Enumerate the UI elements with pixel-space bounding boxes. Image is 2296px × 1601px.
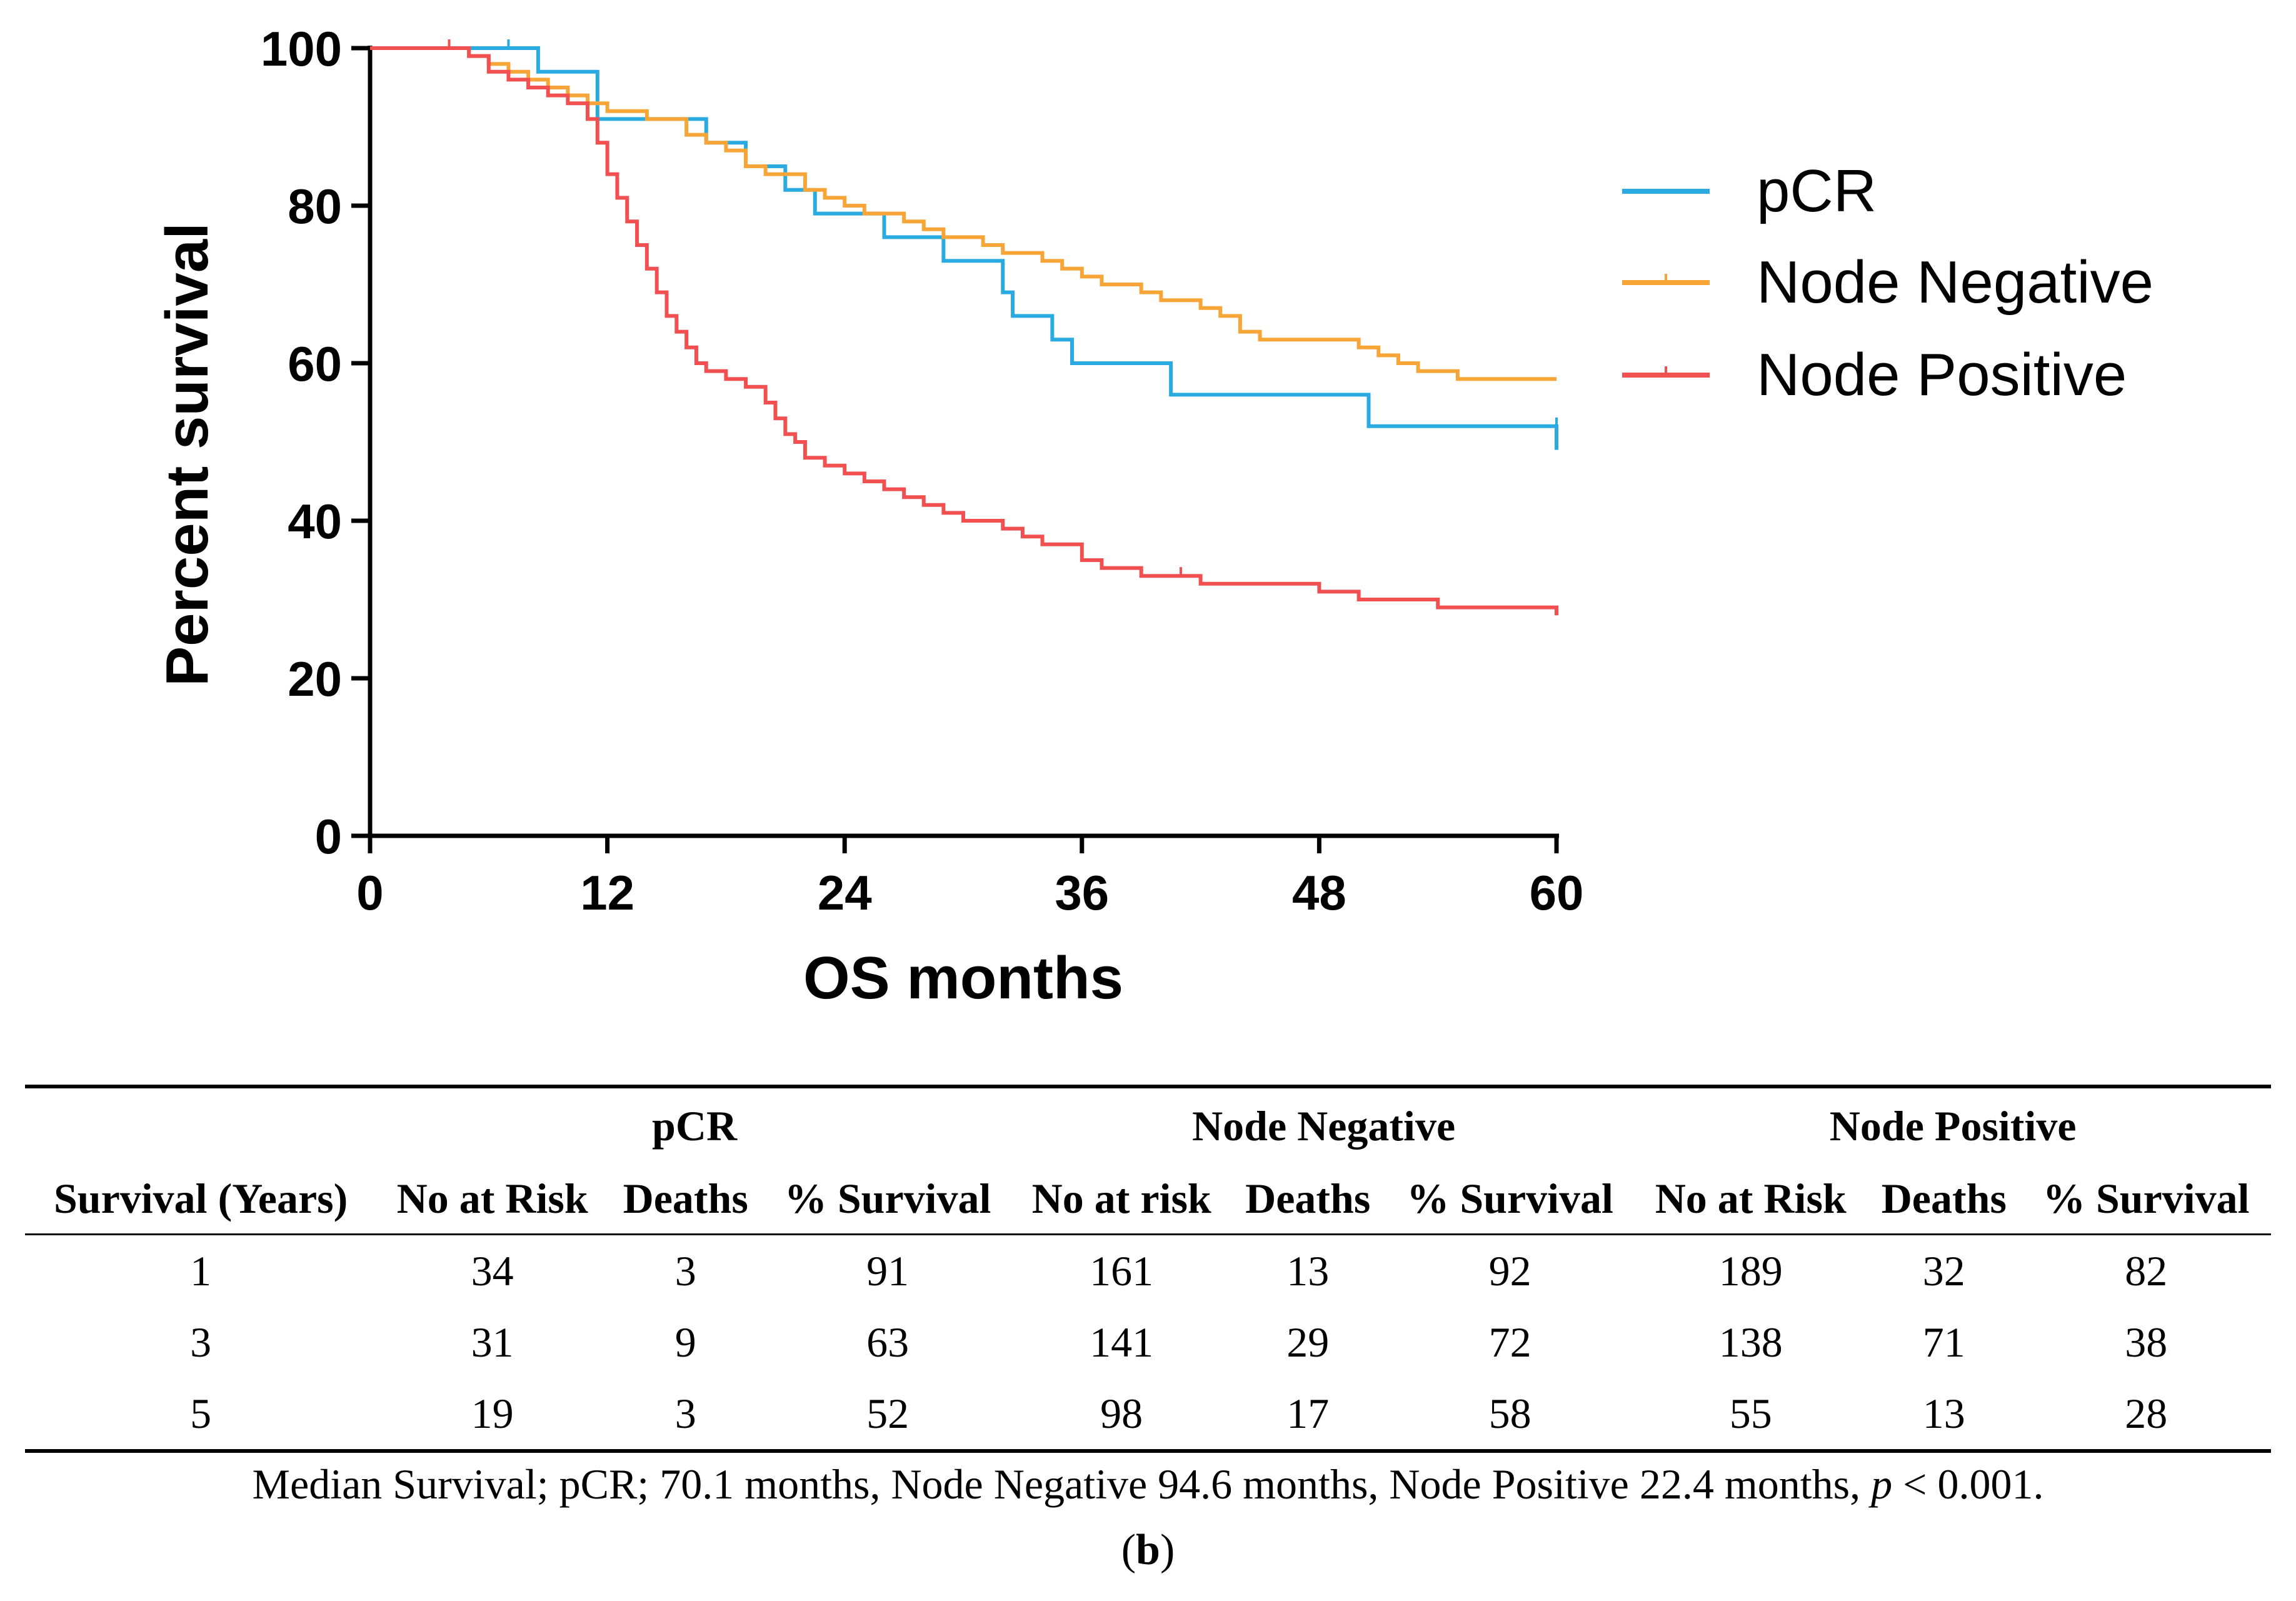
col-header-npos-deaths: Deaths xyxy=(1881,1174,2007,1222)
table-cell: 138 xyxy=(1718,1318,1783,1366)
y-tick-label: 40 xyxy=(288,494,342,549)
x-tick-label: 48 xyxy=(1292,865,1346,920)
legend-entry: Node Negative xyxy=(1622,249,2153,316)
table-group-node-positive: Node Positive xyxy=(1829,1102,2077,1150)
table-cell: 32 xyxy=(1922,1247,1965,1295)
col-header-survival-years: Survival (Years) xyxy=(53,1174,348,1222)
x-tick-label: 0 xyxy=(356,865,383,920)
table-cell: 1 xyxy=(190,1247,212,1295)
table-group-header-row: pCR Node Negative Node Positive xyxy=(25,1087,2271,1163)
col-header-pcr-survival: % Survival xyxy=(784,1174,991,1222)
table-cell: 31 xyxy=(471,1318,514,1366)
legend-label: Node Negative xyxy=(1757,249,2153,316)
col-header-npos-survival: % Survival xyxy=(2042,1174,2250,1222)
table-cell: 3 xyxy=(674,1247,696,1295)
col-header-nneg-deaths: Deaths xyxy=(1245,1174,1371,1222)
y-axis-label: Percent survival xyxy=(154,223,221,686)
panel-close: ) xyxy=(1160,1526,1175,1574)
table-cell: 29 xyxy=(1286,1318,1330,1366)
x-tick-label: 24 xyxy=(818,865,872,920)
legend-label: pCR xyxy=(1757,158,1877,224)
table-cell: 63 xyxy=(866,1318,910,1366)
x-axis-label: OS months xyxy=(803,945,1123,1011)
col-header-npos-at-risk: No at Risk xyxy=(1655,1174,1847,1222)
survival-table-container: pCR Node Negative Node Positive Survival… xyxy=(25,1085,2271,1453)
panel-letter: b xyxy=(1136,1526,1160,1574)
series-line xyxy=(370,46,1558,450)
x-tick-label: 12 xyxy=(580,865,634,920)
caption-text: Median Survival; pCR; 70.1 months, Node … xyxy=(252,1460,1872,1508)
table-cell: 28 xyxy=(2125,1389,2168,1437)
table-caption: Median Survival; pCR; 70.1 months, Node … xyxy=(0,1460,2296,1509)
table-cell: 92 xyxy=(1488,1247,1532,1295)
table-cell: 3 xyxy=(190,1318,212,1366)
x-tick-label: 60 xyxy=(1530,865,1584,920)
table-row: 3 31 9 63 141 29 72 138 71 38 xyxy=(25,1307,2271,1378)
table-cell: 38 xyxy=(2125,1318,2168,1366)
table-cell: 71 xyxy=(1922,1318,1965,1366)
survival-chart: 0 20 40 60 80 100 0 12 24 36 48 60 OS months Percent … xyxy=(154,21,2153,1011)
caption-p-symbol: p xyxy=(1871,1460,1893,1508)
table-cell: 98 xyxy=(1100,1389,1143,1437)
table-cell: 55 xyxy=(1729,1389,1772,1437)
y-tick-label: 80 xyxy=(288,179,342,234)
table-row: 1 34 3 91 161 13 92 189 32 82 xyxy=(25,1235,2271,1307)
series-line xyxy=(370,46,1558,616)
table-cell: 141 xyxy=(1090,1318,1154,1366)
col-header-pcr-deaths: Deaths xyxy=(623,1174,748,1222)
y-tick-label: 20 xyxy=(288,651,342,706)
col-header-nneg-survival: % Survival xyxy=(1406,1174,1613,1222)
table-group-pcr: pCR xyxy=(652,1102,738,1150)
legend-entry: Node Positive xyxy=(1622,341,2127,408)
x-tick-label: 36 xyxy=(1055,865,1109,920)
table-cell: 3 xyxy=(674,1389,696,1437)
col-header-nneg-at-risk: No at risk xyxy=(1031,1174,1211,1222)
series-node-positive xyxy=(370,39,1558,616)
table-cell: 19 xyxy=(471,1389,514,1437)
chart-legend: pCR Node Negative Node Positive xyxy=(1622,158,2153,408)
panel-label: (b) xyxy=(0,1525,2296,1575)
table-cell: 13 xyxy=(1922,1389,1965,1437)
table-cell: 9 xyxy=(674,1318,696,1366)
table-group-empty xyxy=(25,1087,376,1163)
table-cell: 91 xyxy=(866,1247,910,1295)
y-tick-label: 60 xyxy=(288,336,342,391)
survival-table: pCR Node Negative Node Positive Survival… xyxy=(25,1085,2271,1453)
table-cell: 72 xyxy=(1488,1318,1532,1366)
table-cell: 17 xyxy=(1286,1389,1330,1437)
chart-series-layer xyxy=(370,39,1558,616)
series-pcr xyxy=(370,39,1558,450)
table-group-node-negative: Node Negative xyxy=(1192,1102,1456,1150)
y-tick-label: 0 xyxy=(315,809,342,864)
table-cell: 58 xyxy=(1488,1389,1532,1437)
table-cell: 5 xyxy=(190,1389,212,1437)
legend-label: Node Positive xyxy=(1757,341,2127,408)
table-cell: 161 xyxy=(1090,1247,1154,1295)
table-cell: 13 xyxy=(1286,1247,1330,1295)
panel-open: ( xyxy=(1121,1526,1136,1574)
legend-entry: pCR xyxy=(1622,158,1877,224)
series-line xyxy=(370,46,1557,381)
table-cell: 52 xyxy=(866,1389,910,1437)
table-row: 5 19 3 52 98 17 58 55 13 28 xyxy=(25,1378,2271,1451)
table-cell: 34 xyxy=(471,1247,514,1295)
table-column-header-row: Survival (Years) No at Risk Deaths % Sur… xyxy=(25,1163,2271,1235)
table-cell: 82 xyxy=(2125,1247,2168,1295)
col-header-pcr-at-risk: No at Risk xyxy=(396,1174,588,1222)
chart-axes: 0 20 40 60 80 100 0 12 24 36 48 60 OS months Percent … xyxy=(154,21,1583,1011)
table-cell: 189 xyxy=(1718,1247,1783,1295)
caption-p-value: < 0.001. xyxy=(1892,1460,2044,1508)
y-tick-label: 100 xyxy=(261,21,342,76)
